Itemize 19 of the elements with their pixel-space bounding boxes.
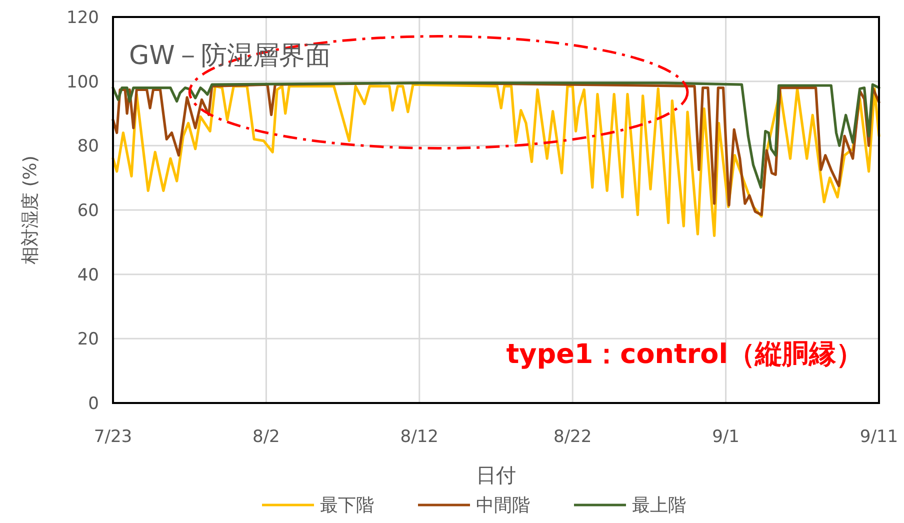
x-tick-label: 7/23 (94, 427, 132, 447)
y-tick-label: 100 (66, 72, 99, 92)
y-tick-label: 80 (77, 136, 99, 157)
y-tick-label: 120 (66, 8, 99, 28)
legend-label: 最上階 (632, 495, 686, 516)
x-tick-label: 8/2 (252, 427, 280, 447)
y-tick-label: 20 (77, 330, 99, 350)
y-tick-label: 40 (77, 265, 99, 286)
x-tick-label: 8/22 (554, 427, 592, 447)
y-tick-label: 0 (88, 394, 99, 414)
x-axis-title: 日付 (476, 463, 516, 487)
y-axis-title: 相対湿度 (%) (20, 156, 41, 264)
x-tick-label: 8/12 (400, 427, 438, 447)
y-tick-label: 60 (77, 201, 99, 221)
x-tick-label: 9/11 (860, 427, 898, 447)
annotation: type1：control（縦胴縁） (506, 339, 863, 370)
x-tick-label: 9/1 (712, 427, 740, 447)
legend-label: 最下階 (320, 495, 374, 516)
legend-label: 中間階 (476, 495, 530, 516)
